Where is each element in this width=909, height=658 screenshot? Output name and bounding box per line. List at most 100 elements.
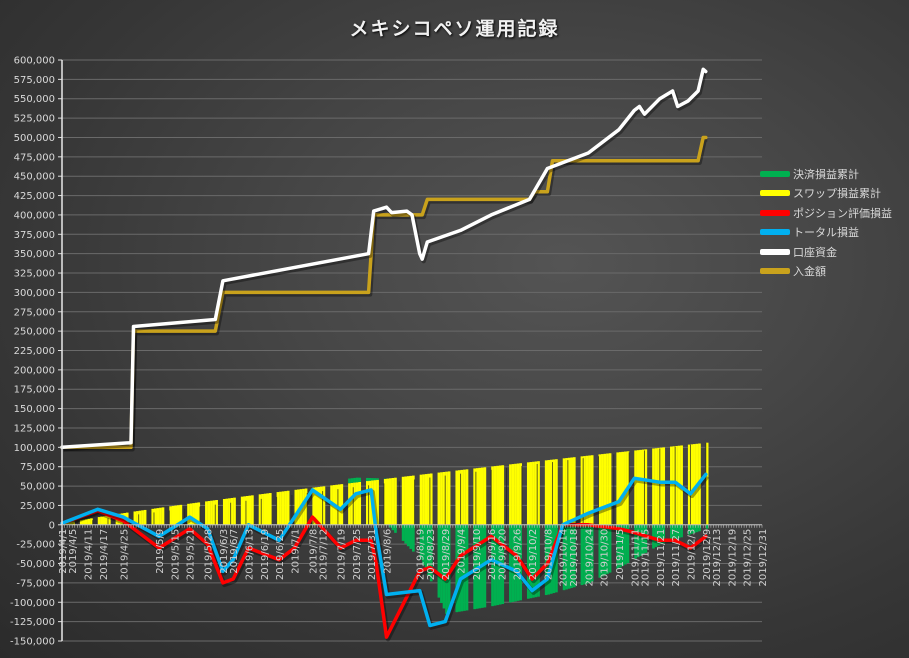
x-tick-label: 2019/10/18 — [569, 529, 580, 587]
x-tick-label: 2019/9/26 — [513, 529, 524, 580]
x-tick-label: 2019/6/3 — [219, 529, 230, 574]
x-tick-label: 2019/7/31 — [367, 529, 378, 580]
y-tick-label: -100,000 — [10, 598, 55, 609]
series-line-入金額 — [60, 135, 708, 450]
legend-swatch-icon — [760, 229, 790, 236]
x-tick-label: 2019/5/15 — [170, 529, 181, 580]
x-tick-label: 2019/7/12 — [319, 529, 330, 580]
y-tick-label: 50,000 — [20, 482, 55, 493]
y-tick-label: 125,000 — [14, 423, 55, 434]
x-tick-label: 2019/4/5 — [68, 529, 79, 574]
legend-swatch-icon — [760, 190, 790, 197]
legend-swatch-icon — [760, 248, 790, 255]
x-tick-label: 2019/7/1 — [290, 529, 301, 574]
y-tick-label: -150,000 — [10, 637, 55, 648]
legend-item: スワップ損益累計 — [760, 184, 892, 204]
legend-item: 入金額 — [760, 262, 892, 282]
x-tick-label: 2019/10/24 — [584, 529, 595, 587]
legend-label: ポジション評価損益 — [793, 206, 892, 220]
x-tick-label: 2019/11/27 — [671, 529, 682, 587]
x-tick-label: 2019/12/31 — [758, 529, 769, 587]
x-tick-label: 2019/7/8 — [308, 529, 319, 574]
legend-label: スワップ損益累計 — [793, 187, 881, 201]
x-tick-label: 2019/6/25 — [275, 529, 286, 580]
x-tick-label: 2019/11/11 — [630, 529, 641, 587]
y-tick-label: 325,000 — [14, 269, 55, 280]
y-tick-label: 425,000 — [14, 191, 55, 202]
x-tick-label: 2019/9/10 — [472, 529, 483, 580]
y-tick-label: 275,000 — [14, 307, 55, 318]
y-tick-label: 250,000 — [14, 327, 55, 338]
x-tick-label: 2019/12/25 — [743, 529, 754, 587]
y-tick-label: 100,000 — [14, 443, 55, 454]
x-tick-label: 2019/7/19 — [336, 529, 347, 580]
y-tick-label: 350,000 — [14, 249, 55, 260]
x-tick-label: 2019/12/3 — [686, 529, 697, 580]
x-tick-label: 2019/6/7 — [229, 529, 240, 574]
x-tick-label: 2019/7/25 — [352, 529, 363, 580]
y-tick-label: 600,000 — [14, 56, 55, 67]
x-tick-label: 2019/11/15 — [640, 529, 651, 587]
x-tick-label: 2019/12/9 — [702, 529, 713, 580]
x-tick-label: 2019/11/21 — [656, 529, 667, 587]
y-tick-label: 500,000 — [14, 133, 55, 144]
y-tick-label: 225,000 — [14, 346, 55, 357]
x-tick-label: 2019/11/5 — [615, 529, 626, 580]
x-tick-label: 2019/10/8 — [543, 529, 554, 580]
x-tick-label: 2019/9/4 — [457, 529, 468, 574]
y-tick-label: 550,000 — [14, 94, 55, 105]
x-tick-label: 2019/10/14 — [559, 529, 570, 587]
legend-item: ポジション評価損益 — [760, 203, 892, 223]
y-tick-label: 575,000 — [14, 75, 55, 86]
y-tick-label: 75,000 — [20, 462, 55, 473]
y-tick-label: -25,000 — [16, 540, 55, 551]
x-tick-label: 2019/8/19 — [416, 529, 427, 580]
legend-label: 入金額 — [793, 265, 826, 279]
chart-title: メキシコペソ運用記録 — [349, 18, 560, 40]
series-line-トータル損益 — [60, 472, 708, 628]
legend-item: 決済損益累計 — [760, 164, 892, 184]
y-tick-label: -75,000 — [16, 578, 55, 589]
x-tick-label: 2019/12/19 — [727, 529, 738, 587]
x-tick-label: 2019/4/11 — [84, 529, 95, 580]
x-tick-label: 2019/8/29 — [441, 529, 452, 580]
y-tick-label: 525,000 — [14, 114, 55, 125]
y-tick-label: 475,000 — [14, 152, 55, 163]
legend-label: 口座資金 — [793, 245, 837, 259]
x-tick-label: 2019/5/21 — [186, 529, 197, 580]
x-tick-label: 2019/10/30 — [600, 529, 611, 587]
x-tick-label: 2019/8/6 — [382, 529, 393, 574]
y-tick-label: 400,000 — [14, 210, 55, 221]
x-tick-label: 2019/9/20 — [497, 529, 508, 580]
x-tick-label: 2019/6/19 — [260, 529, 271, 580]
x-tick-label: 2019/9/16 — [487, 529, 498, 580]
legend-label: トータル損益 — [793, 226, 859, 240]
x-tick-label: 2019/10/2 — [528, 529, 539, 580]
legend: 決済損益累計スワップ損益累計 ポジション評価損益 トータル損益 口座資金入金額 — [760, 164, 892, 281]
y-tick-label: 450,000 — [14, 172, 55, 183]
x-tick-label: 2019/4/25 — [119, 529, 130, 580]
legend-swatch-icon — [760, 170, 790, 177]
x-tick-label: 2019/5/9 — [155, 529, 166, 574]
y-tick-label: 0 — [49, 520, 55, 531]
x-tick-label: 2019/12/13 — [712, 529, 723, 587]
x-tick-label: 2019/8/23 — [426, 529, 437, 580]
legend-item: 口座資金 — [760, 242, 892, 262]
y-tick-label: -50,000 — [16, 559, 55, 570]
legend-item: トータル損益 — [760, 223, 892, 243]
legend-swatch-icon — [760, 209, 790, 216]
y-tick-label: 300,000 — [14, 288, 55, 299]
x-tick-label: 2019/6/13 — [244, 529, 255, 580]
y-tick-label: 25,000 — [20, 501, 55, 512]
y-tick-label: 175,000 — [14, 385, 55, 396]
y-tick-label: -125,000 — [10, 617, 55, 628]
y-tick-label: 375,000 — [14, 230, 55, 241]
x-tick-label: 2019/4/1 — [58, 529, 69, 574]
series-line-口座資金 — [60, 67, 708, 450]
x-tick-label: 2019/4/17 — [99, 529, 110, 580]
y-tick-label: 150,000 — [14, 404, 55, 415]
legend-label: 決済損益累計 — [793, 167, 859, 181]
y-tick-label: 200,000 — [14, 365, 55, 376]
x-tick-label: 2019/5/28 — [204, 529, 215, 580]
